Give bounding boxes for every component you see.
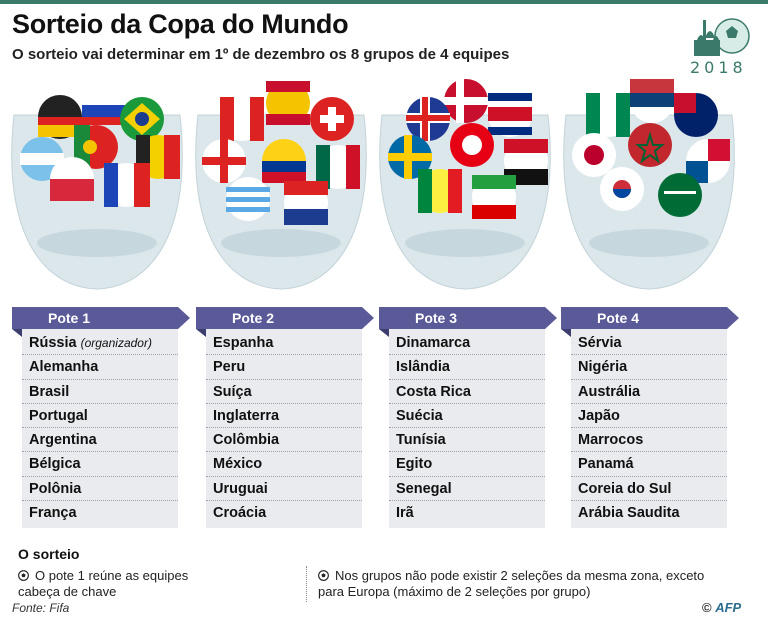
list-item: França [29, 505, 77, 522]
draw-note-seeded: O pote 1 reúne as equipes cabeça de chav… [18, 568, 218, 600]
draw-section-title: O sorteio [18, 546, 80, 562]
list-item: Croácia [213, 505, 267, 522]
pot-3-bowl-illustration [379, 79, 551, 290]
top-rule [0, 0, 768, 4]
soccer-ball-icon [318, 570, 329, 581]
list-item: Nigéria [571, 355, 727, 380]
pot-1: Pote 1 Rússia (organizador) Alemanha Bra… [12, 307, 190, 529]
pot-2-header: Pote 2 [196, 307, 374, 337]
list-item: Brasil [22, 380, 178, 404]
afp-logo: AFP [715, 600, 742, 615]
pot-4-team-list: Sérvia Nigéria Austrália Japão Marrocos … [571, 329, 727, 529]
pot-2: Pote 2 Espanha Peru Suíça Inglaterra Col… [196, 307, 374, 529]
list-item: Alemanha [22, 355, 178, 380]
copyright-symbol: © [702, 600, 712, 615]
source-credit: Fonte: Fifa [12, 601, 70, 615]
list-item: Austrália [571, 380, 727, 404]
pot-1-team-list: Rússia (organizador) Alemanha Brasil Por… [22, 329, 178, 529]
list-item: Egito [389, 452, 545, 477]
pot-4-header: Pote 4 [561, 307, 739, 337]
pot-2-bowl-illustration [195, 81, 367, 290]
pot-1-header: Pote 1 [12, 307, 190, 337]
afp-credit: © AFP [702, 600, 741, 615]
list-item: Tunísia [389, 428, 545, 453]
list-item: Portugal [22, 404, 178, 429]
list-item: Sérvia [571, 331, 727, 356]
list-item: Marrocos [571, 428, 727, 453]
list-item: Polônia [22, 477, 178, 502]
world-cup-logo-icon [694, 18, 750, 56]
list-item: Panamá [571, 452, 727, 477]
host-note: (organizador) [80, 336, 152, 350]
page-title: Sorteio da Copa do Mundo [12, 9, 349, 39]
pot-4: Pote 4 Sérvia Nigéria Austrália Japão Ma… [561, 307, 739, 529]
pot-3: Pote 3 Dinamarca Islândia Costa Rica Sué… [379, 307, 557, 529]
list-item: Suécia [389, 404, 545, 429]
list-item: Irã [396, 505, 414, 522]
list-item: Dinamarca [389, 331, 545, 356]
notes-divider [306, 566, 307, 602]
list-item: Espanha [206, 331, 362, 356]
list-item: Japão [571, 404, 727, 429]
soccer-ball-icon [18, 570, 29, 581]
list-item: Inglaterra [206, 404, 362, 429]
list-item: Rússia (organizador) [22, 331, 178, 356]
pot-4-bowl-illustration [563, 79, 735, 290]
list-item: Islândia [389, 355, 545, 380]
pot-3-header: Pote 3 [379, 307, 557, 337]
list-item: Peru [206, 355, 362, 380]
list-item: México [206, 452, 362, 477]
draw-note-seeded-text: O pote 1 reúne as equipes cabeça de chav… [18, 568, 189, 599]
list-item: Coreia do Sul [571, 477, 727, 502]
list-item: Colômbia [206, 428, 362, 453]
list-item: Arábia Saudita [578, 505, 680, 522]
logo-year: 2018 [690, 58, 747, 77]
pot-2-team-list: Espanha Peru Suíça Inglaterra Colômbia M… [206, 329, 362, 529]
pot-1-bowl-illustration [11, 81, 183, 290]
list-item: Suíça [206, 380, 362, 404]
list-item: Senegal [389, 477, 545, 502]
list-item: Uruguai [206, 477, 362, 502]
list-item: Costa Rica [389, 380, 545, 404]
list-item: Argentina [22, 428, 178, 453]
page-subtitle: O sorteio vai determinar em 1º de dezemb… [12, 46, 510, 63]
draw-note-zones-text: Nos grupos não pode existir 2 seleções d… [318, 568, 705, 599]
list-item: Bélgica [22, 452, 178, 477]
pot-3-team-list: Dinamarca Islândia Costa Rica Suécia Tun… [389, 329, 545, 529]
draw-note-zones: Nos grupos não pode existir 2 seleções d… [318, 568, 718, 600]
